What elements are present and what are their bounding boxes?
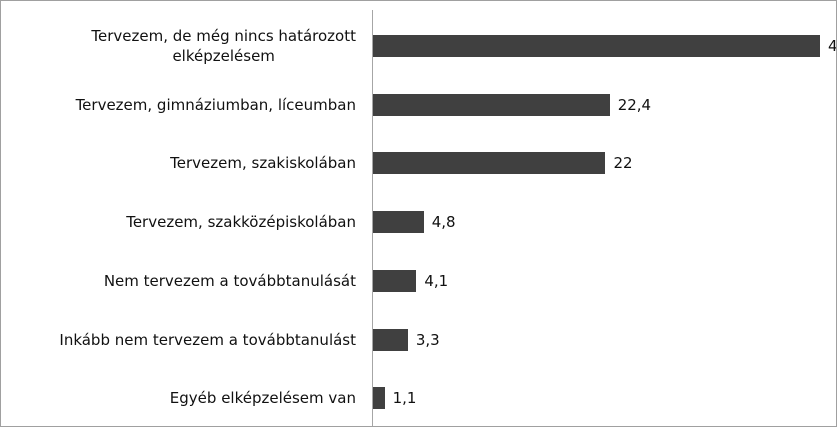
data-label: 22 — [613, 154, 633, 173]
data-label: 4,1 — [424, 271, 449, 290]
bar — [373, 35, 820, 57]
bar — [373, 152, 606, 175]
bar — [373, 328, 408, 351]
category-label: Tervezem, gimnáziumban, líceumban — [75, 95, 356, 114]
category-label: Tervezem, de még nincs határozott elképz… — [91, 27, 356, 65]
axis-line — [372, 10, 373, 426]
category-label: Inkább nem tervezem a továbbtanulást — [59, 330, 356, 349]
category-label: Tervezem, szakiskolában — [170, 154, 356, 173]
category-label: Nem tervezem a továbbtanulását — [103, 271, 356, 290]
bar — [373, 211, 424, 234]
data-label: 4,8 — [431, 213, 456, 232]
data-label: 1,1 — [392, 389, 417, 408]
data-label: 22,4 — [617, 95, 652, 114]
bar — [373, 387, 385, 410]
category-label: Tervezem, szakközépiskolában — [126, 213, 356, 232]
bar — [373, 93, 610, 116]
data-label: 42,3 — [828, 37, 837, 55]
category-label: Egyéb elképzelésem van — [169, 389, 356, 408]
bar — [373, 269, 417, 292]
data-label: 3,3 — [415, 330, 440, 349]
